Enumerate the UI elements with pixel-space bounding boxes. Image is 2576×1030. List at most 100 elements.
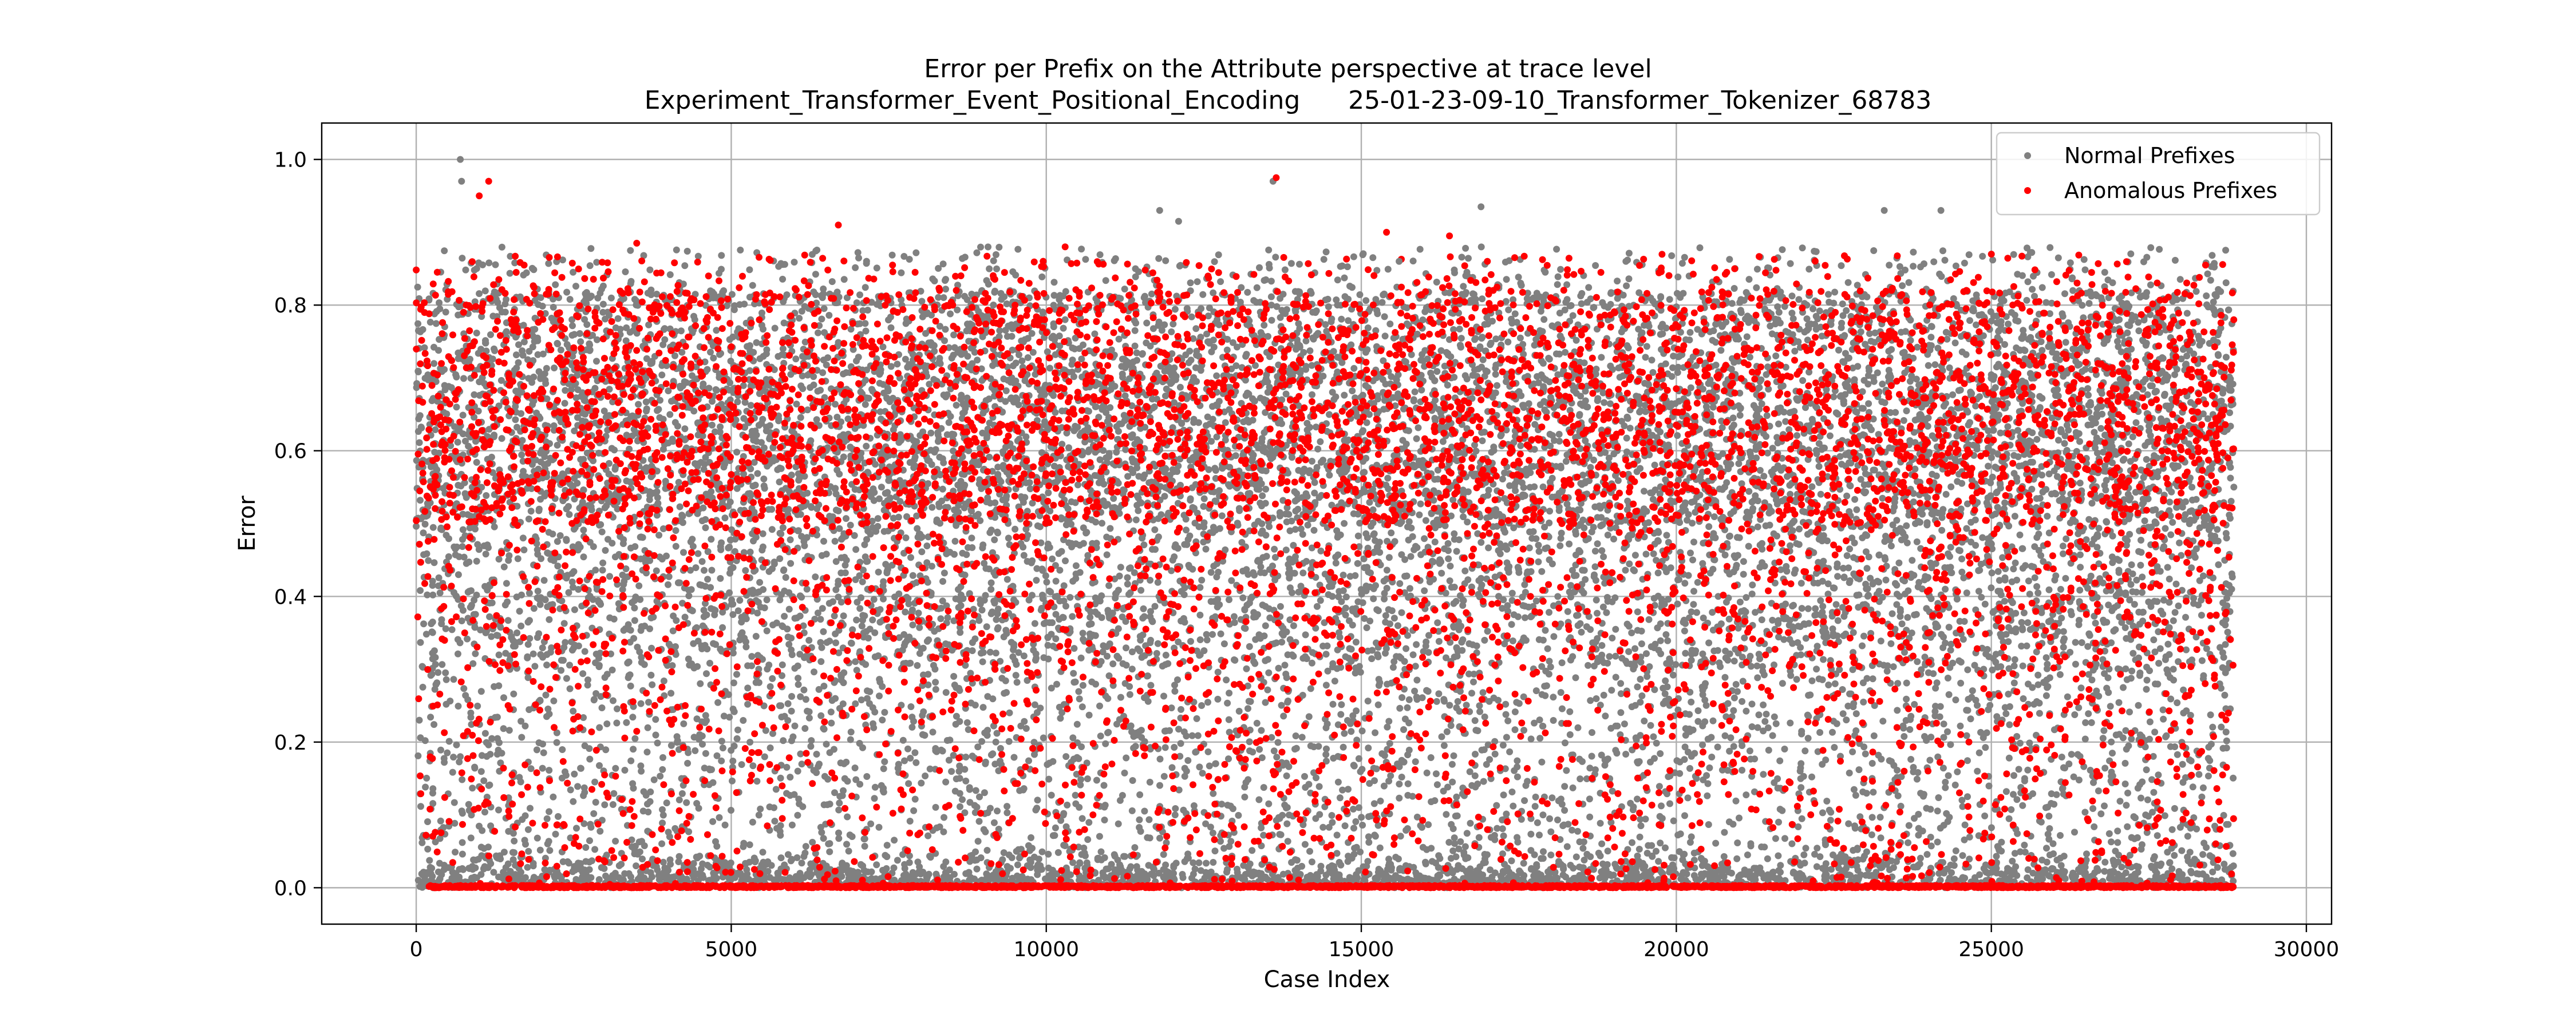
normal-point	[1196, 763, 1203, 771]
normal-point	[2227, 474, 2234, 482]
normal-point	[1341, 520, 1348, 527]
normal-point	[1520, 727, 1528, 734]
normal-point	[1557, 266, 1564, 273]
normal-point	[1985, 782, 1993, 790]
normal-point	[1461, 372, 1469, 379]
normal-point	[539, 644, 546, 652]
normal-point	[929, 504, 936, 511]
normal-point	[2068, 611, 2075, 619]
normal-point	[621, 767, 629, 774]
normal-point	[1338, 499, 1345, 506]
normal-point	[1299, 569, 1307, 577]
normal-point	[591, 778, 599, 786]
normal-point	[1621, 720, 1628, 728]
normal-point	[1514, 757, 1521, 764]
normal-point	[1834, 617, 1842, 624]
normal-point	[1244, 776, 1252, 783]
chart-subtitle: Experiment_Transformer_Event_Positional_…	[645, 86, 1932, 115]
normal-point	[2105, 830, 2113, 837]
normal-point	[1078, 703, 1086, 711]
normal-point	[530, 650, 537, 657]
normal-point	[1320, 256, 1327, 263]
normal-point	[1500, 791, 1507, 799]
normal-point	[1283, 772, 1290, 779]
normal-point	[1132, 516, 1140, 524]
normal-point	[416, 439, 423, 446]
normal-point	[1949, 391, 1957, 398]
normal-point	[1815, 558, 1822, 566]
normal-point	[481, 730, 489, 737]
normal-point	[1538, 758, 1546, 766]
normal-point	[631, 735, 639, 742]
normal-point	[2009, 599, 2016, 607]
normal-point	[1647, 722, 1654, 729]
normal-point	[2114, 827, 2121, 835]
normal-point	[1355, 867, 1362, 874]
normal-point	[543, 661, 551, 669]
normal-point	[612, 764, 619, 772]
normal-point	[976, 793, 983, 801]
normal-point	[1105, 672, 1113, 679]
normal-point	[1945, 691, 1953, 698]
normal-point	[847, 443, 854, 451]
normal-point	[950, 331, 958, 339]
normal-point	[828, 278, 836, 286]
normal-point	[1336, 794, 1344, 802]
normal-point	[1504, 608, 1512, 615]
normal-point	[2042, 692, 2050, 699]
normal-point	[1634, 608, 1641, 616]
normal-point	[718, 738, 725, 745]
normal-point	[1927, 334, 1935, 341]
normal-point	[1846, 545, 1854, 553]
normal-point	[1381, 313, 1388, 320]
normal-point	[1152, 546, 1159, 553]
normal-point	[2184, 833, 2191, 840]
normal-point	[1018, 357, 1026, 365]
normal-point	[1753, 266, 1761, 273]
normal-point	[942, 286, 949, 293]
normal-point	[1599, 860, 1606, 867]
normal-point	[1907, 336, 1914, 344]
normal-point	[1721, 829, 1728, 836]
normal-point	[887, 324, 895, 331]
normal-point	[1270, 747, 1278, 755]
normal-point	[718, 252, 725, 259]
normal-point	[500, 563, 508, 571]
normal-point	[675, 478, 682, 486]
normal-point	[1650, 733, 1657, 740]
normal-point	[1322, 248, 1330, 256]
normal-point	[1739, 767, 1746, 774]
normal-point	[784, 700, 792, 707]
normal-point	[476, 290, 483, 298]
normal-point	[537, 496, 544, 503]
normal-point	[681, 262, 689, 270]
normal-point	[1612, 652, 1619, 660]
normal-point	[706, 660, 713, 667]
normal-point	[560, 620, 568, 627]
normal-point	[1745, 276, 1753, 283]
normal-point	[1140, 605, 1147, 612]
normal-point	[1568, 566, 1576, 574]
normal-point	[1947, 647, 1954, 654]
normal-point	[1954, 478, 1961, 485]
normal-point	[525, 847, 532, 855]
normal-point	[2088, 719, 2095, 726]
normal-point	[1945, 772, 1952, 779]
normal-point	[1715, 453, 1722, 461]
normal-point	[747, 402, 754, 409]
normal-point	[938, 497, 946, 505]
normal-point	[1636, 833, 1643, 841]
normal-point	[1588, 752, 1595, 760]
normal-point	[1666, 800, 1673, 807]
normal-point	[599, 566, 606, 574]
normal-point	[1877, 834, 1884, 842]
normal-point	[1388, 529, 1395, 537]
normal-point	[1539, 811, 1547, 819]
normal-point	[1637, 676, 1644, 683]
normal-point	[662, 478, 669, 485]
normal-point	[1753, 284, 1760, 291]
normal-point	[847, 521, 854, 529]
normal-point	[2075, 777, 2083, 784]
normal-point	[1534, 819, 1541, 826]
normal-point	[459, 839, 466, 846]
